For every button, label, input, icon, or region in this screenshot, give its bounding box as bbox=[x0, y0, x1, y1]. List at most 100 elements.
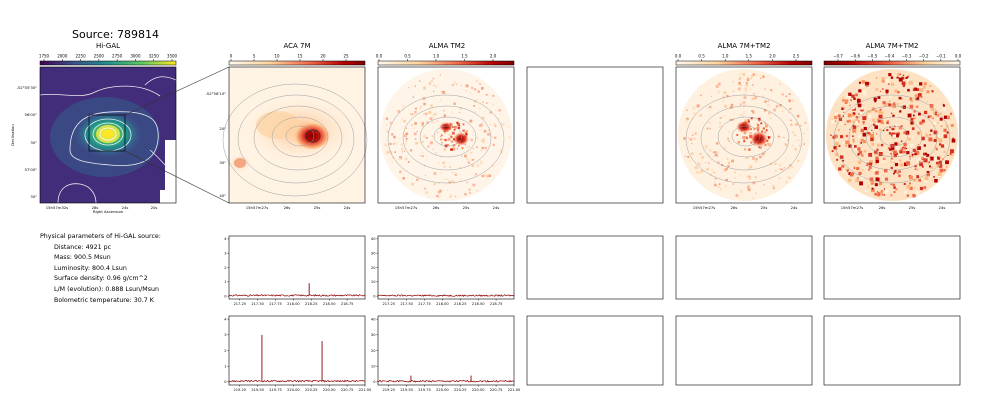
dec-tick-label: 30" bbox=[30, 140, 37, 145]
x-tick-label: 218.75 bbox=[490, 302, 503, 306]
y-tick-label: 10 bbox=[371, 364, 376, 368]
empty-spectrum-panel bbox=[823, 235, 961, 300]
dec-tick-label: 56'00" bbox=[25, 112, 38, 117]
info-surface-density: Surface density: 0.96 g/cm^2 bbox=[54, 275, 148, 283]
colorbar-tick-label: −0.4 bbox=[885, 54, 895, 59]
x-tick-label: 217.25 bbox=[382, 302, 395, 306]
empty-spectrum-panel bbox=[823, 315, 961, 386]
x-tick-label: 217.50 bbox=[400, 302, 413, 306]
tm2-colorbar bbox=[377, 60, 515, 66]
empty-spectrum-panel bbox=[675, 315, 813, 386]
x-tick-label: 219.50 bbox=[400, 388, 413, 392]
y-tick-label: 0 bbox=[224, 380, 227, 384]
ra-tick-label: 24s bbox=[493, 205, 500, 210]
spectra-area: 217.25 217.50 217.75 218.00 218.25 218.50 218.… bbox=[224, 235, 961, 392]
colorbar-tick-label: 20 bbox=[320, 54, 326, 59]
info-bolometric-temperature: Bolometric temperature: 30.7 K bbox=[54, 296, 154, 304]
ra-tick-label: 24s bbox=[122, 205, 129, 210]
colorbar-tick-label: 0.5 bbox=[698, 54, 705, 59]
y-tick-label: 20 bbox=[371, 266, 376, 270]
combo-colorbar bbox=[675, 60, 813, 66]
zoom-connector bbox=[124, 66, 230, 204]
colorbar-tick-label: −0.1 bbox=[936, 54, 946, 59]
ra-tick-label: 15h57m27s bbox=[395, 205, 418, 210]
x-tick-label: 217.75 bbox=[269, 302, 282, 306]
y-tick-label: 40 bbox=[371, 317, 376, 321]
x-tick-label: 220.75 bbox=[490, 388, 503, 392]
colorbar-tick-label: 15 bbox=[297, 54, 303, 59]
colorbar-tick-label: 10 bbox=[274, 54, 280, 59]
ra-tick-label: 15h57m27s bbox=[246, 205, 269, 210]
colorbar-tick-label: 3000 bbox=[130, 54, 141, 59]
colorbar-tick-label: 2.5 bbox=[793, 54, 800, 59]
tm2-title: ALMA TM2 bbox=[428, 42, 466, 50]
x-tick-label: 218.50 bbox=[472, 302, 485, 306]
source-title: Source: 789814 bbox=[72, 28, 159, 41]
spectrum-line bbox=[228, 379, 366, 383]
x-tick-label: 219.75 bbox=[418, 388, 431, 392]
ra-tick-label: 20s bbox=[151, 205, 158, 210]
y-tick-label: 3 bbox=[224, 333, 226, 337]
colorbar-tick-label: −0.2 bbox=[919, 54, 929, 59]
ra-tick-label: 26s bbox=[731, 205, 738, 210]
y-tick-label: 30 bbox=[371, 251, 376, 255]
y-tick-label: 1 bbox=[224, 364, 226, 368]
ra-tick-label: 24s bbox=[939, 205, 946, 210]
colorbar-tick-label: 2500 bbox=[94, 54, 105, 59]
higal-title: Hi-GAL bbox=[95, 42, 121, 50]
dec-tick-label: 20" bbox=[219, 126, 226, 131]
x-tick-label: 217.50 bbox=[251, 302, 264, 306]
colorbar-tick-label: −0.3 bbox=[902, 54, 912, 59]
dec-tick-label: -52°56'10" bbox=[205, 91, 226, 96]
dec-tick-label: 57'00" bbox=[25, 167, 38, 172]
empty-spectrum-panel bbox=[675, 235, 813, 300]
ra-tick-label: 15h57m32s bbox=[46, 205, 69, 210]
spectrum-frame bbox=[377, 235, 515, 300]
tm2-axes: 15h57m27s 26s 25s 24s bbox=[395, 205, 500, 210]
y-tick-label: 30 bbox=[371, 333, 376, 337]
aca-colorbar-ticks: 0 5 10 15 20 25 bbox=[230, 54, 349, 61]
ra-tick-label: 15h57m27s bbox=[841, 205, 864, 210]
y-tick-label: 10 bbox=[371, 280, 376, 284]
colorbar-tick-label: 1.5 bbox=[461, 54, 468, 59]
y-tick-label: 2 bbox=[224, 349, 226, 353]
x-tick-label: 221.00 bbox=[508, 388, 521, 392]
aca-axes: 15h57m27s 26s 25s 24s -52°56'10" 20" 30" 40" bbox=[205, 91, 350, 210]
empty-image-panel bbox=[526, 66, 664, 204]
higal-colorbar-ticks: 1750 2000 2250 2500 2750 3000 3250 3500 bbox=[39, 54, 178, 61]
aca-title: ACA 7M bbox=[283, 42, 311, 50]
ra-tick-label: 26s bbox=[879, 205, 886, 210]
x-tick-label: 219.25 bbox=[233, 388, 246, 392]
colorbar-tick-label: 1750 bbox=[39, 54, 50, 59]
info-heading: Physical parameters of Hi-GAL source: bbox=[40, 233, 161, 240]
colorbar-tick-label: −0.7 bbox=[833, 54, 843, 59]
ra-tick-label: 25s bbox=[463, 205, 470, 210]
colorbar-tick-label: 1.5 bbox=[746, 54, 753, 59]
aca-colorbar bbox=[228, 60, 366, 66]
x-tick-label: 220.25 bbox=[454, 388, 467, 392]
colorbar-tick-label: 2.0 bbox=[490, 54, 497, 59]
ra-tick-label: 24s bbox=[791, 205, 798, 210]
dec-tick-label: 30" bbox=[219, 160, 226, 165]
dec-tick-label: 40" bbox=[219, 193, 226, 198]
x-tick-label: 217.25 bbox=[233, 302, 246, 306]
tm2_spectrum_1: 217.25 217.50 217.75 218.00 218.25 218.50 218.… bbox=[371, 235, 515, 306]
colorbar-tick-label: 1.0 bbox=[722, 54, 729, 59]
empty-spectrum-panel bbox=[526, 235, 664, 300]
y-tick-label: 4 bbox=[224, 237, 227, 241]
x-tick-label: 220.00 bbox=[436, 388, 449, 392]
tm2-image bbox=[377, 66, 515, 204]
combo-neg-colorbar-ticks: −0.7 −0.6 −0.5 −0.4 −0.3 −0.2 −0.1 0.0 bbox=[833, 54, 962, 61]
x-tick-label: 218.75 bbox=[341, 302, 354, 306]
image-row: 1750 2000 2250 2500 2750 3000 3250 3500 15h57m3… bbox=[10, 54, 962, 215]
info-lm-evolution: L/M (evolution): 0.888 Lsun/Msun bbox=[54, 285, 159, 293]
colorbar-tick-label: 2250 bbox=[75, 54, 86, 59]
combo-title: ALMA 7M+TM2 bbox=[717, 42, 771, 50]
x-tick-label: 219.50 bbox=[251, 388, 264, 392]
empty-spectrum-panel bbox=[526, 315, 664, 386]
colorbar-tick-label: 0.5 bbox=[404, 54, 411, 59]
combo-colorbar-ticks: 0.0 0.5 1.0 1.5 2.0 2.5 bbox=[675, 54, 800, 61]
spectrum-frame bbox=[228, 315, 366, 386]
x-tick-label: 218.50 bbox=[323, 302, 336, 306]
tm2_spectrum_2: 219.25 219.50 219.75 220.00 220.25 220.50 220.… bbox=[371, 315, 521, 392]
